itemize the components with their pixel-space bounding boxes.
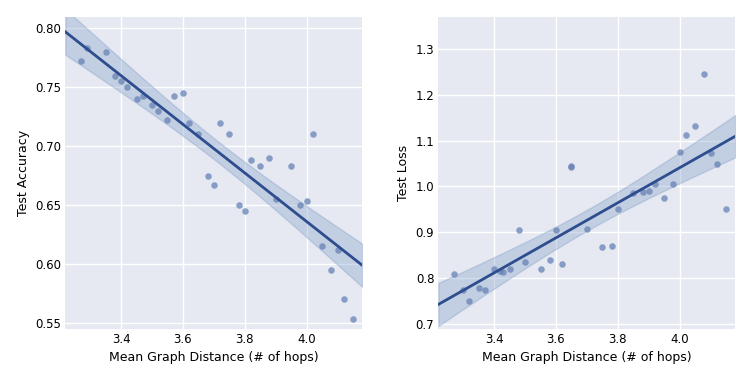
Point	[504, 266, 516, 272]
Point	[131, 96, 143, 102]
Point	[497, 269, 509, 275]
Point	[115, 78, 127, 85]
Point	[193, 131, 205, 138]
Point	[448, 271, 460, 277]
Point	[223, 131, 235, 138]
X-axis label: Mean Graph Distance (# of hops): Mean Graph Distance (# of hops)	[482, 351, 692, 364]
Point	[668, 181, 680, 187]
Point	[535, 266, 547, 272]
Point	[627, 190, 639, 196]
Point	[183, 120, 195, 126]
Point	[307, 131, 319, 138]
Point	[168, 93, 180, 99]
Point	[162, 117, 174, 123]
Point	[699, 71, 711, 77]
Point	[473, 285, 485, 291]
Point	[457, 287, 469, 293]
Point	[566, 164, 578, 170]
Point	[488, 266, 500, 272]
Point	[109, 72, 121, 78]
Point	[581, 226, 593, 232]
Point	[605, 243, 617, 249]
Y-axis label: Test Accuracy: Test Accuracy	[17, 130, 29, 216]
Point	[550, 227, 562, 233]
Point	[301, 199, 313, 205]
Point	[263, 155, 275, 161]
Point	[294, 202, 306, 208]
Point	[556, 261, 569, 267]
Point	[658, 195, 670, 201]
Point	[513, 227, 525, 233]
Point	[146, 102, 158, 108]
Point	[238, 208, 250, 214]
Point	[202, 173, 214, 179]
Point	[494, 268, 506, 274]
Point	[316, 243, 328, 249]
Point	[636, 189, 648, 195]
Point	[711, 161, 723, 167]
Point	[152, 108, 164, 114]
Point	[338, 296, 350, 302]
Point	[347, 316, 359, 322]
Point	[208, 182, 220, 188]
Y-axis label: Test Loss: Test Loss	[397, 144, 410, 201]
Point	[612, 206, 624, 212]
Point	[463, 298, 475, 304]
Point	[519, 259, 531, 265]
Point	[81, 45, 93, 51]
Point	[596, 244, 608, 250]
Point	[121, 84, 133, 90]
Point	[332, 247, 344, 253]
Point	[479, 287, 491, 293]
Point	[137, 93, 149, 99]
Point	[254, 163, 266, 169]
Point	[566, 163, 578, 169]
Point	[680, 132, 692, 138]
Point	[643, 188, 655, 194]
Point	[674, 149, 686, 155]
Point	[285, 163, 297, 169]
Point	[245, 157, 257, 163]
Point	[705, 150, 717, 157]
X-axis label: Mean Graph Distance (# of hops): Mean Graph Distance (# of hops)	[109, 351, 319, 364]
Point	[75, 58, 87, 64]
Point	[326, 267, 338, 273]
Point	[99, 49, 111, 55]
Point	[544, 257, 556, 263]
Point	[720, 206, 732, 212]
Point	[232, 202, 244, 208]
Point	[270, 196, 282, 202]
Point	[689, 123, 701, 129]
Point	[649, 181, 661, 187]
Point	[214, 120, 226, 126]
Point	[177, 90, 189, 96]
